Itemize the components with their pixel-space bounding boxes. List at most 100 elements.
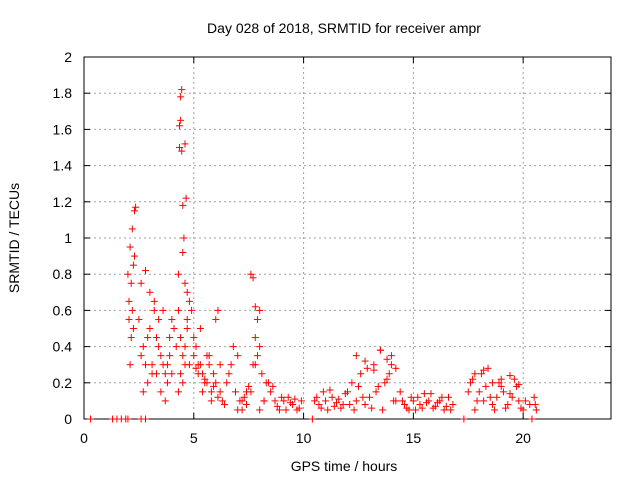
- data-point: [510, 375, 518, 383]
- data-point: [515, 381, 523, 389]
- data-point: [354, 382, 362, 390]
- x-tick-label: 0: [80, 430, 88, 446]
- data-point: [178, 86, 186, 94]
- y-tick-label: 1.6: [53, 121, 73, 137]
- data-point: [161, 397, 169, 405]
- data-point: [471, 370, 479, 378]
- data-point: [253, 352, 261, 360]
- data-point: [131, 207, 139, 215]
- data-point: [278, 393, 286, 401]
- data-point: [124, 415, 132, 423]
- data-point: [124, 270, 132, 278]
- data-point: [486, 393, 494, 401]
- data-point: [212, 315, 220, 323]
- data-point: [339, 401, 347, 409]
- data-point: [414, 393, 422, 401]
- data-point: [199, 388, 207, 396]
- data-point: [179, 248, 187, 256]
- data-point: [295, 404, 303, 412]
- data-point: [280, 397, 288, 405]
- data-point: [493, 393, 501, 401]
- data-point: [381, 379, 389, 387]
- data-point: [365, 393, 373, 401]
- data-point: [216, 388, 224, 396]
- data-point: [150, 297, 158, 305]
- data-point: [392, 364, 400, 372]
- data-point: [396, 388, 404, 396]
- data-point: [185, 297, 193, 305]
- data-point: [234, 352, 242, 360]
- data-point: [174, 306, 182, 314]
- data-point: [398, 397, 406, 405]
- data-point: [201, 375, 209, 383]
- data-point: [484, 364, 492, 372]
- data-point: [190, 334, 198, 342]
- data-point: [192, 343, 200, 351]
- data-point: [269, 382, 277, 390]
- data-point: [190, 352, 198, 360]
- data-point: [159, 306, 167, 314]
- y-axis-label: SRMTID / TECUs: [6, 183, 22, 293]
- data-point: [150, 306, 158, 314]
- data-point: [515, 397, 523, 405]
- data-point: [155, 315, 163, 323]
- data-point: [227, 361, 235, 369]
- data-point: [181, 279, 189, 287]
- data-point: [192, 364, 200, 372]
- data-point: [180, 234, 188, 242]
- data-point: [344, 388, 351, 396]
- data-point: [387, 361, 395, 369]
- data-point: [126, 361, 134, 369]
- data-point: [291, 395, 299, 403]
- data-point: [223, 379, 231, 387]
- data-point: [247, 270, 255, 278]
- data-point: [308, 415, 316, 423]
- data-point: [319, 388, 327, 396]
- data-point: [196, 361, 204, 369]
- data-point: [234, 406, 242, 414]
- data-point: [137, 352, 145, 360]
- data-point: [311, 397, 319, 405]
- y-tick-label: 0.2: [53, 375, 73, 391]
- data-point: [177, 370, 185, 378]
- data-point: [506, 372, 514, 380]
- data-point: [471, 406, 479, 414]
- data-point: [178, 147, 186, 155]
- data-point: [370, 366, 378, 374]
- data-point: [168, 370, 176, 378]
- data-point: [179, 379, 187, 387]
- data-point: [383, 375, 391, 383]
- data-point: [506, 390, 514, 398]
- x-axis-label: GPS time / hours: [291, 458, 398, 474]
- data-point: [129, 261, 137, 269]
- data-point: [262, 379, 270, 387]
- data-point: [182, 194, 190, 202]
- data-point: [181, 343, 189, 351]
- data-point: [387, 352, 395, 360]
- x-tick-label: 20: [515, 430, 531, 446]
- data-point: [166, 352, 174, 360]
- data-point: [203, 379, 211, 387]
- data-point: [352, 352, 360, 360]
- data-point: [449, 401, 457, 409]
- data-point: [409, 397, 417, 405]
- data-point: [196, 325, 204, 332]
- data-point: [352, 397, 360, 405]
- data-point: [258, 370, 266, 378]
- data-point: [497, 382, 505, 390]
- data-point: [407, 393, 415, 401]
- data-point: [212, 379, 220, 387]
- data-point: [335, 395, 343, 403]
- x-tick-labels: 0 5 10 15 20: [80, 430, 531, 446]
- data-point: [438, 393, 446, 401]
- data-point: [141, 267, 149, 275]
- data-point: [194, 370, 202, 378]
- data-point: [403, 404, 411, 412]
- data-point: [126, 243, 134, 251]
- data-point: [440, 406, 448, 414]
- data-point: [148, 361, 156, 369]
- data-point: [466, 379, 474, 387]
- data-point: [368, 404, 376, 412]
